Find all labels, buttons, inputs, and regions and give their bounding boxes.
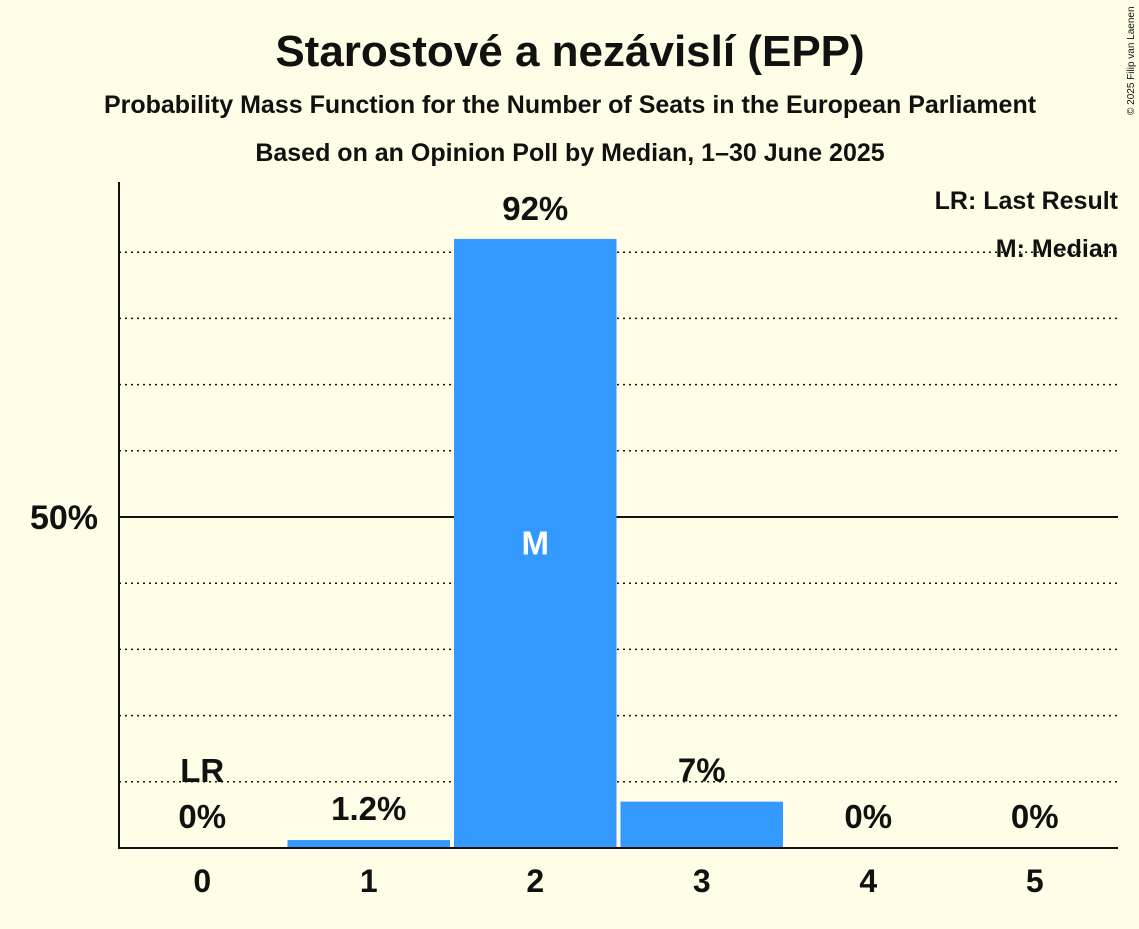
- bar-3: [620, 801, 783, 848]
- x-tick-label: 2: [526, 863, 544, 899]
- x-tick-label: 0: [193, 863, 211, 899]
- bar-1: [287, 840, 450, 848]
- x-tick-label: 5: [1026, 863, 1044, 899]
- bar-2: [454, 238, 617, 848]
- data-label: 0%: [178, 798, 226, 835]
- y-tick-label: 50%: [30, 499, 98, 537]
- x-tick-label: 1: [360, 863, 378, 899]
- last-result-marker: LR: [180, 752, 224, 789]
- data-label: 0%: [1011, 798, 1059, 835]
- data-label: 7%: [678, 752, 726, 789]
- x-tick-label: 4: [859, 863, 877, 899]
- chart-subtitle: Probability Mass Function for the Number…: [104, 91, 1037, 119]
- data-label: 92%: [502, 190, 568, 227]
- legend-last-result: LR: Last Result: [935, 187, 1119, 215]
- x-tick-label: 3: [693, 863, 711, 899]
- legend-median: M: Median: [996, 235, 1118, 263]
- data-label: 0%: [844, 798, 892, 835]
- data-label: 1.2%: [331, 790, 406, 827]
- median-marker: M: [522, 524, 550, 561]
- copyright: © 2025 Filip van Laenen: [1126, 6, 1137, 115]
- chart-title: Starostové a nezávislí (EPP): [275, 27, 864, 76]
- chart-subtitle-source: Based on an Opinion Poll by Median, 1–30…: [255, 139, 884, 167]
